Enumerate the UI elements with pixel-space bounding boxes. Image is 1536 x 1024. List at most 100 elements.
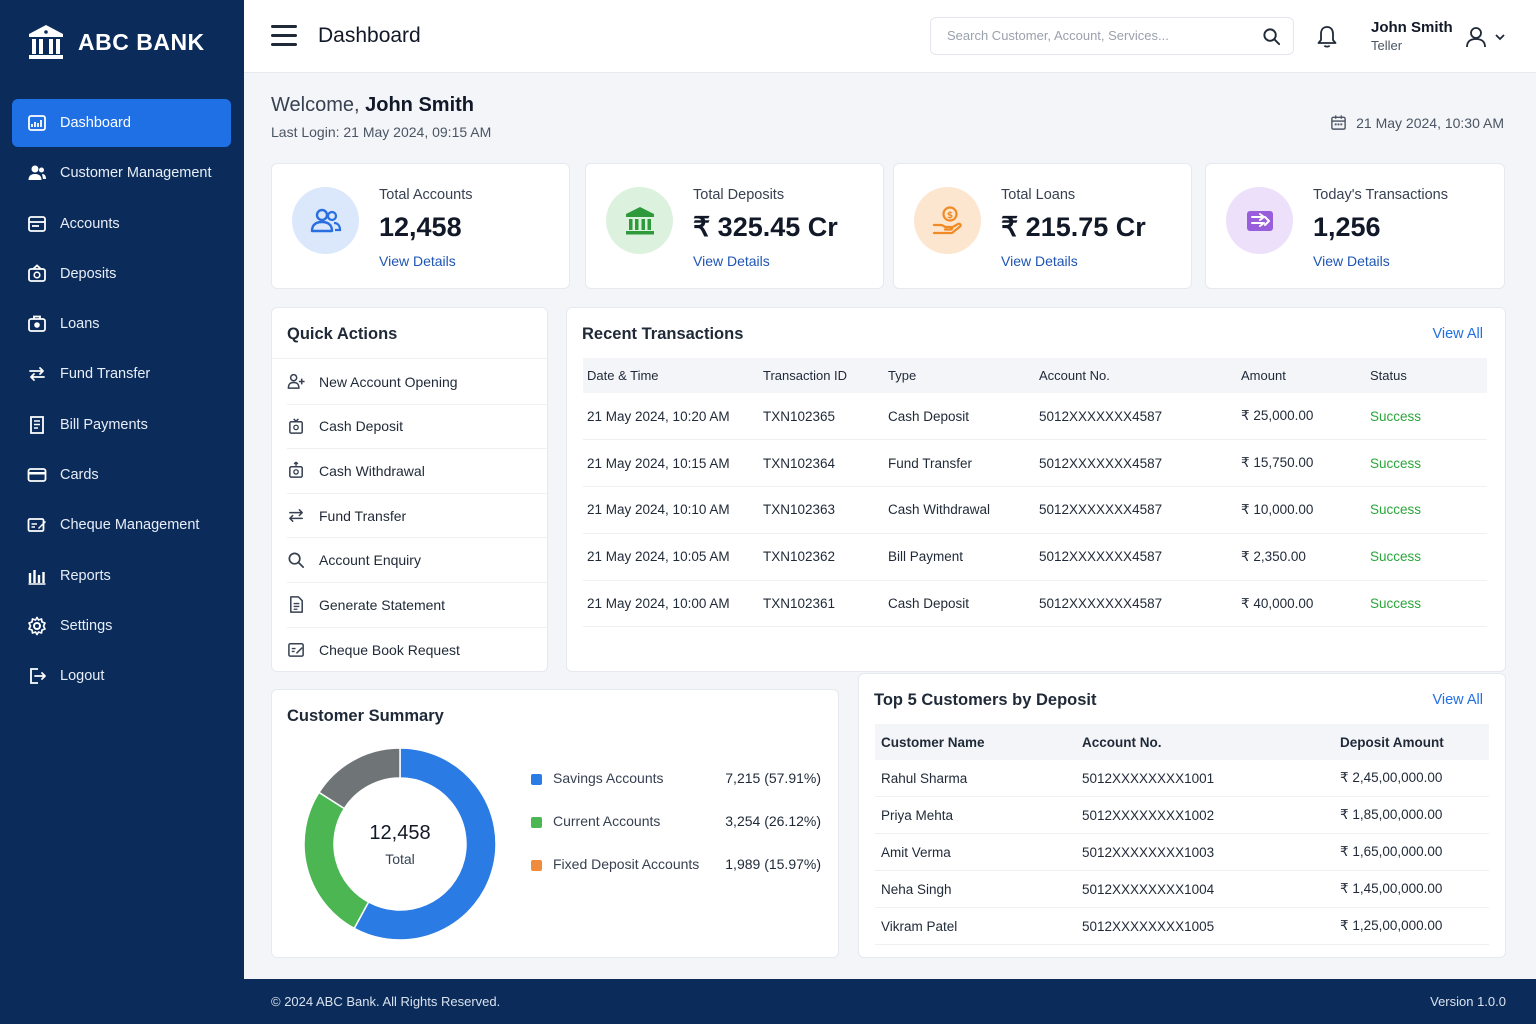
table-cell: ₹ 1,65,00,000.00 (1340, 833, 1489, 872)
stat-label: Total Loans (1001, 187, 1076, 203)
view-all-transactions-link[interactable]: View All (1432, 326, 1483, 342)
view-details-link[interactable]: View Details (1313, 253, 1390, 269)
legend-value: 1,989 (15.97%) (725, 856, 821, 872)
table-cell: 5012XXXXXXXX1004 (1082, 870, 1340, 909)
panel-title: Recent Transactions (582, 325, 744, 343)
last-login: Last Login: 21 May 2024, 09:15 AM (271, 124, 492, 140)
table-row[interactable]: 21 May 2024, 10:20 AM TXN102365 Cash Depos… (583, 393, 1487, 441)
quick-actions-panel: Quick Actions New Account Opening Cash De… (271, 307, 548, 672)
sidebar-item-label: Customer Management (60, 165, 212, 182)
transfer-icon (289, 509, 303, 523)
user-name: John Smith (1371, 19, 1453, 36)
legend-item-current-accounts: Current Accounts 3,254 (26.12%) (531, 813, 821, 856)
table-cell: ₹ 15,750.00 (1241, 439, 1370, 488)
search-input[interactable] (947, 28, 1247, 43)
table-row[interactable]: Neha Singh 5012XXXXXXXX1004 ₹ 1,45,00,000.… (875, 870, 1489, 909)
stat-value: 1,256 (1313, 212, 1381, 242)
quick-action-new-account-opening[interactable]: New Account Opening (287, 360, 547, 405)
legend-swatch (531, 860, 542, 871)
table-row[interactable]: Vikram Patel 5012XXXXXXXX1005 ₹ 1,25,00,00… (875, 907, 1489, 945)
stat-value: 12,458 (379, 212, 462, 242)
sidebar-item-settings[interactable]: Settings (12, 602, 231, 650)
column-header: Account No. (1039, 358, 1241, 393)
table-cell: 5012XXXXXXX4587 (1039, 580, 1241, 628)
column-header: Transaction ID (763, 358, 888, 393)
stat-icon-bg (1226, 187, 1293, 254)
table-cell: Cash Deposit (888, 580, 1039, 628)
table-row[interactable]: Rahul Sharma 5012XXXXXXXX1001 ₹ 2,45,00,00… (875, 760, 1489, 798)
quick-action-generate-statement[interactable]: Generate Statement (287, 583, 547, 628)
sidebar-item-accounts[interactable]: Accounts (12, 200, 231, 248)
table-cell: 21 May 2024, 10:15 AM (583, 439, 763, 488)
search-icon (288, 552, 305, 568)
table-cell: Rahul Sharma (875, 760, 1082, 798)
chevron-down-icon[interactable] (1494, 32, 1506, 42)
cheque-book-icon (288, 643, 304, 658)
sidebar-item-label: Reports (60, 567, 111, 584)
table-cell: Cash Withdrawal (888, 486, 1039, 534)
view-details-link[interactable]: View Details (379, 253, 456, 269)
sidebar-item-loans[interactable]: Loans (12, 300, 231, 348)
table-row[interactable]: Priya Mehta 5012XXXXXXXX1002 ₹ 1,85,00,000… (875, 796, 1489, 835)
user-avatar-icon[interactable] (1464, 25, 1488, 49)
sidebar-item-fund-transfer[interactable]: Fund Transfer (12, 350, 231, 398)
brand-name: ABC BANK (78, 28, 205, 55)
column-header: Customer Name (875, 724, 1082, 760)
logout-icon (30, 668, 46, 685)
welcome-greeting: Welcome, (271, 94, 360, 116)
table-cell: 21 May 2024, 10:05 AM (583, 533, 763, 581)
welcome-name: John Smith (365, 94, 474, 116)
sidebar-item-deposits[interactable]: Deposits (12, 250, 231, 298)
customer-icon (28, 165, 46, 181)
card-icon (27, 468, 47, 482)
quick-action-cheque-book-request[interactable]: Cheque Book Request (287, 628, 547, 673)
notification-bell-icon[interactable] (1316, 25, 1338, 49)
sidebar-item-cheque-management[interactable]: Cheque Management (12, 501, 231, 549)
sidebar-item-reports[interactable]: Reports (12, 552, 231, 600)
view-details-link[interactable]: View Details (1001, 253, 1078, 269)
quick-action-label: New Account Opening (319, 373, 458, 390)
cheque-icon (27, 518, 46, 533)
brand[interactable]: ABC BANK (26, 22, 205, 62)
sidebar-item-logout[interactable]: Logout (12, 652, 231, 700)
loan-hand-coin-icon: $ (932, 205, 962, 234)
sidebar-item-bill-payments[interactable]: Bill Payments (12, 401, 231, 449)
stat-label: Total Accounts (379, 187, 473, 203)
table-cell: Success (1370, 533, 1487, 581)
donut-slice-savings-accounts[interactable] (353, 748, 496, 940)
legend-value: 7,215 (57.91%) (725, 770, 821, 786)
legend-swatch (531, 774, 542, 785)
stat-icon-bg (292, 187, 359, 254)
sidebar: ABC BANK Dashboard Customer Management Acc… (0, 0, 244, 1024)
table-row[interactable]: 21 May 2024, 10:10 AM TXN102363 Cash Withd… (583, 486, 1487, 534)
quick-action-cash-withdrawal[interactable]: Cash Withdrawal (287, 449, 547, 494)
sidebar-item-cards[interactable]: Cards (12, 451, 231, 499)
quick-action-cash-deposit[interactable]: Cash Deposit (287, 405, 547, 450)
table-row[interactable]: Amit Verma 5012XXXXXXXX1003 ₹ 1,65,00,000.… (875, 833, 1489, 872)
recent-transactions-panel: Recent Transactions View All Date & Time… (566, 307, 1506, 672)
table-row[interactable]: 21 May 2024, 10:00 AM TXN102361 Cash Depos… (583, 580, 1487, 628)
calendar-icon (1331, 115, 1346, 130)
quick-action-fund-transfer[interactable]: Fund Transfer (287, 494, 547, 539)
view-details-link[interactable]: View Details (693, 253, 770, 269)
user-info[interactable]: John Smith Teller (1371, 19, 1453, 53)
view-all-customers-link[interactable]: View All (1432, 692, 1483, 708)
divider (272, 358, 547, 359)
reports-icon (28, 569, 46, 585)
sidebar-item-customer-management[interactable]: Customer Management (12, 149, 231, 197)
column-header: Amount (1241, 358, 1370, 393)
column-header: Status (1370, 358, 1487, 393)
donut-slice-fixed-deposit-accounts[interactable] (318, 748, 401, 810)
legend-label: Fixed Deposit Accounts (553, 856, 700, 872)
table-row[interactable]: 21 May 2024, 10:15 AM TXN102364 Fund Trans… (583, 439, 1487, 488)
quick-action-label: Fund Transfer (319, 507, 407, 524)
bank-logo-icon (29, 25, 63, 59)
menu-toggle-icon[interactable] (271, 25, 297, 47)
quick-action-account-enquiry[interactable]: Account Enquiry (287, 538, 547, 583)
table-cell: 5012XXXXXXXX1001 (1082, 760, 1340, 798)
column-header: Type (888, 358, 1039, 393)
quick-actions-list: New Account Opening Cash Deposit Cash With… (287, 360, 547, 672)
sidebar-item-dashboard[interactable]: Dashboard (12, 99, 231, 147)
table-row[interactable]: 21 May 2024, 10:05 AM TXN102362 Bill Payme… (583, 533, 1487, 581)
search-icon[interactable] (1262, 27, 1281, 46)
